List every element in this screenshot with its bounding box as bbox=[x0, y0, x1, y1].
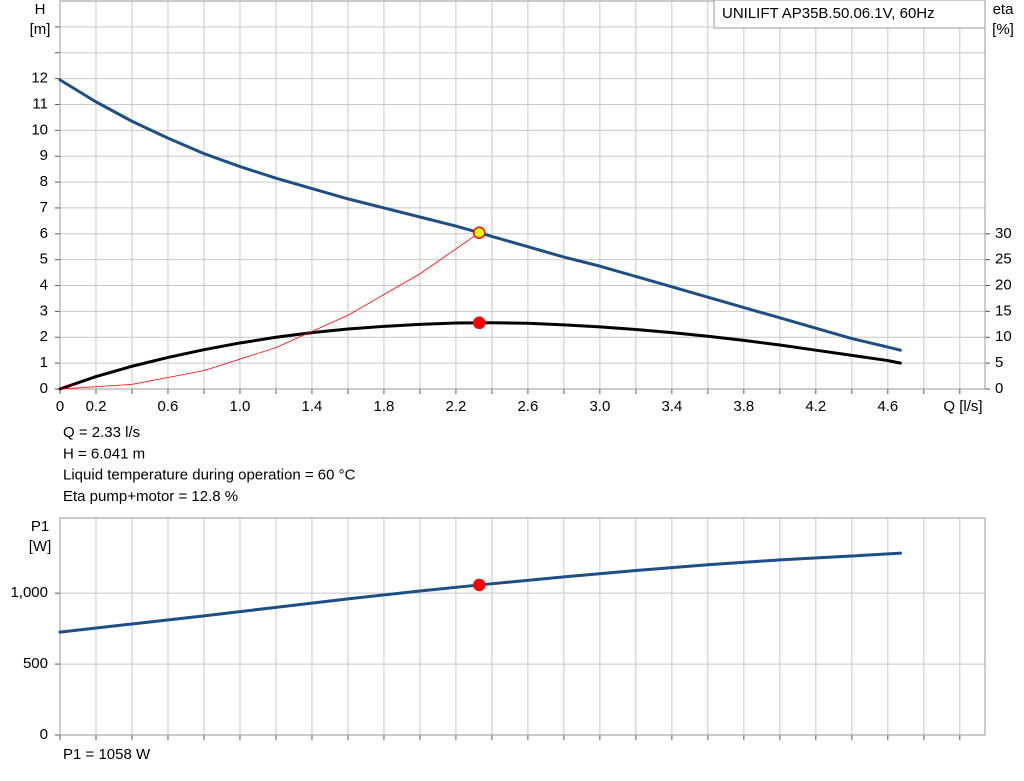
y-tick-label: 3 bbox=[40, 302, 48, 319]
x-tick-label: 1.8 bbox=[374, 398, 395, 415]
y-axis-label: P1 bbox=[31, 518, 49, 535]
x-tick-label: 3.0 bbox=[589, 398, 610, 415]
y2-tick-label: 15 bbox=[995, 302, 1012, 319]
annotation: P1 = 1058 W bbox=[63, 746, 151, 763]
operating-point bbox=[473, 226, 486, 239]
y2-tick-label: 30 bbox=[995, 225, 1012, 242]
y-tick-label: 0 bbox=[40, 726, 48, 743]
plot-border bbox=[59, 517, 986, 736]
x-tick-label: 0.6 bbox=[158, 398, 179, 415]
series-line bbox=[59, 232, 480, 390]
y-tick-label: 5 bbox=[40, 251, 48, 268]
y2-tick-label: 20 bbox=[995, 277, 1012, 294]
plot-area bbox=[60, 518, 985, 735]
annotation: Eta pump+motor = 12.8 % bbox=[63, 488, 238, 505]
y-tick-label: 12 bbox=[31, 70, 48, 87]
title-box bbox=[713, 0, 986, 29]
x-tick-label: 0 bbox=[56, 398, 64, 415]
y-tick-label: 4 bbox=[40, 277, 48, 294]
x-tick-label: 3.8 bbox=[733, 398, 754, 415]
y-tick-label: 11 bbox=[32, 95, 48, 112]
y-axis-label: H bbox=[35, 1, 46, 18]
y-tick-label: 9 bbox=[40, 147, 48, 164]
series-line bbox=[58, 321, 902, 391]
y-tick-label: 500 bbox=[23, 655, 48, 672]
operating-point bbox=[473, 578, 486, 592]
y2-tick-label: 25 bbox=[995, 251, 1012, 268]
y-axis-unit: [m] bbox=[30, 21, 51, 38]
y-tick-label: 0 bbox=[40, 380, 48, 397]
x-tick-label: 0.2 bbox=[86, 398, 107, 415]
x-tick-label: 2.6 bbox=[517, 398, 538, 415]
series-line bbox=[58, 78, 902, 352]
y-tick-label: 8 bbox=[40, 173, 48, 190]
y-tick-label: 10 bbox=[31, 121, 48, 138]
x-tick-label: 3.4 bbox=[661, 398, 682, 415]
y-tick-label: 7 bbox=[40, 199, 48, 216]
y-axis-unit: [W] bbox=[29, 538, 52, 555]
y2-tick-label: 0 bbox=[995, 380, 1003, 397]
operating-point bbox=[473, 316, 486, 330]
x-tick-label: 4.6 bbox=[877, 398, 898, 415]
plot-area bbox=[60, 1, 985, 389]
y2-tick-label: 5 bbox=[995, 354, 1003, 371]
y2-axis-label: eta bbox=[993, 1, 1015, 18]
plot-border bbox=[59, 0, 986, 390]
annotation: Liquid temperature during operation = 60… bbox=[63, 467, 356, 484]
y-tick-label: 1,000 bbox=[10, 584, 48, 601]
x-axis-label: Q [l/s] bbox=[943, 398, 982, 415]
annotation: Q = 2.33 l/s bbox=[63, 424, 140, 441]
y-tick-label: 1 bbox=[40, 354, 48, 371]
chart-title: UNILIFT AP35B.50.06.1V, 60Hz bbox=[722, 5, 935, 22]
x-tick-label: 1.0 bbox=[230, 398, 251, 415]
x-tick-label: 1.4 bbox=[302, 398, 323, 415]
x-tick-label: 4.2 bbox=[805, 398, 826, 415]
y2-axis-unit: [%] bbox=[992, 21, 1014, 38]
y-tick-label: 6 bbox=[40, 225, 48, 242]
annotation: H = 6.041 m bbox=[63, 445, 145, 462]
y-tick-label: 2 bbox=[40, 328, 48, 345]
x-tick-label: 2.2 bbox=[445, 398, 466, 415]
y2-tick-label: 10 bbox=[995, 328, 1012, 345]
